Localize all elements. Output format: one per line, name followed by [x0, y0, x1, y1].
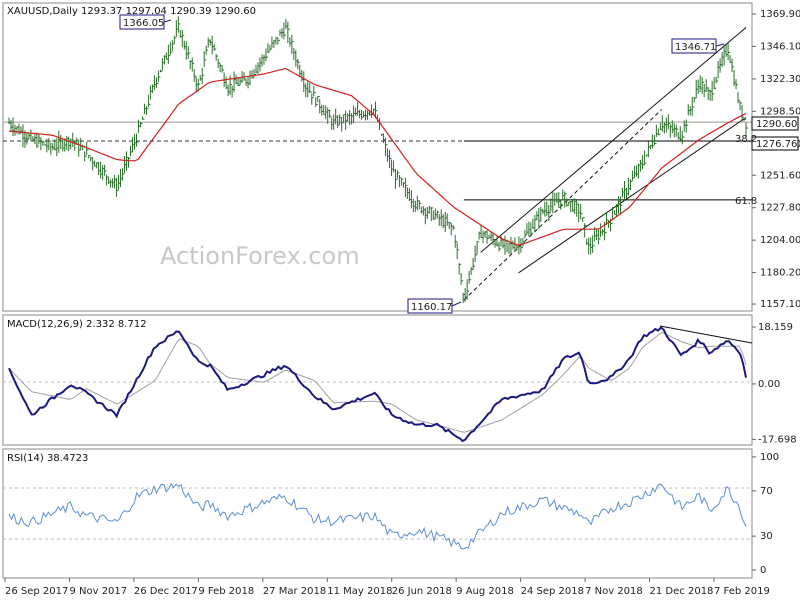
rsi-tick-label: 70 — [760, 486, 773, 497]
x-axis: 26 Sep 2017 9 Nov 2017 26 Dec 2017 9 Feb 20… — [3, 577, 770, 597]
watermark: ActionForex.com — [160, 242, 360, 270]
x-tick-label: 24 Sep 2018 — [521, 586, 584, 597]
channel-upper-line — [480, 27, 747, 253]
callout-high-2018-text: 1366.05 — [123, 18, 164, 29]
rsi-line — [8, 482, 747, 550]
x-tick-label: 26 Dec 2017 — [134, 586, 198, 597]
rsi-pane: RSI(14) 38.4723 100 70 30 0 — [2, 448, 779, 579]
callout-low-2018-text: 1160.17 — [411, 302, 452, 313]
callout-high-2019: 1346.71 — [671, 38, 725, 54]
fib-382-label: 38.2 — [735, 134, 757, 145]
macd-line — [8, 326, 747, 443]
x-tick-label: 27 Mar 2018 — [263, 586, 326, 597]
rsi-pane-title: RSI(14) 38.4723 — [7, 453, 88, 464]
macd-trendline — [659, 325, 753, 344]
macd-pane-title: MACD(12,26,9) 2.332 8.712 — [7, 319, 147, 330]
price-tick-label: 1346.10 — [760, 41, 800, 52]
price-tick-label: 1227.80 — [760, 203, 800, 214]
price-tick-label: 1322.30 — [760, 74, 800, 85]
macd-y-axis: 18.159 0.00 -17.698 — [752, 322, 797, 445]
price-pane: XAUUSD,Daily 1293.37 1297.04 1290.39 129… — [2, 2, 800, 314]
price-tick-label: 1298.50 — [760, 106, 800, 117]
channel-mid-line — [463, 108, 663, 301]
price-pane-frame — [2, 2, 753, 312]
x-tick-label: 9 Nov 2017 — [69, 586, 127, 597]
x-tick-label: 21 Dec 2018 — [650, 586, 714, 597]
rsi-series — [8, 482, 747, 550]
macd-signal-line — [8, 331, 747, 433]
macd-tick-label: -17.698 — [758, 434, 797, 445]
callout-low-2018: 1160.17 — [407, 298, 462, 314]
x-tick-label: 26 Sep 2017 — [5, 586, 68, 597]
macd-tick-label: 0.00 — [758, 379, 780, 390]
rsi-tick-label: 100 — [760, 452, 779, 463]
price-tick-label: 1180.20 — [760, 268, 800, 279]
current-price-tag: 1290.60 — [751, 116, 799, 131]
price-tick-label: 1369.90 — [760, 9, 800, 20]
level-price-tag: 1276.76 — [751, 136, 799, 151]
price-tick-label: 1157.10 — [760, 299, 800, 310]
price-tick-label: 1251.60 — [760, 170, 800, 181]
price-series — [8, 16, 748, 304]
rsi-tick-label: 0 — [760, 565, 766, 576]
current-price-text: 1290.60 — [756, 119, 797, 130]
callout-high-2018: 1366.05 — [119, 14, 172, 30]
channel-lower-line — [518, 117, 747, 274]
x-tick-label: 7 Nov 2018 — [585, 586, 643, 597]
macd-pane: MACD(12,26,9) 2.332 8.712 18.159 0.00 -17.… — [2, 314, 797, 446]
x-tick-label: 9 Aug 2018 — [456, 586, 514, 597]
x-tick-label: 7 Feb 2019 — [714, 586, 770, 597]
x-tick-label: 11 May 2018 — [327, 586, 392, 597]
trend-channel — [463, 27, 747, 301]
macd-tick-label: 18.159 — [758, 322, 793, 333]
rsi-y-axis: 100 70 30 0 — [752, 452, 779, 576]
rsi-tick-label: 30 — [760, 531, 773, 542]
macd-series — [8, 326, 747, 443]
sma-line — [8, 67, 747, 246]
level-lines — [3, 121, 752, 201]
rsi-pane-frame — [2, 448, 753, 579]
x-tick-label: 9 Feb 2018 — [198, 586, 254, 597]
sma-series — [8, 67, 747, 246]
fib-618-label: 61.8 — [735, 196, 757, 207]
price-pane-title: XAUUSD,Daily 1293.37 1297.04 1290.39 129… — [7, 6, 256, 17]
price-y-axis: 1369.901346.101322.301298.501274.701251.… — [752, 9, 800, 310]
macd-pane-frame — [2, 314, 753, 446]
macd-signal-series — [8, 331, 747, 433]
level-price-text: 1276.76 — [756, 139, 797, 150]
price-tick-label: 1204.00 — [760, 235, 800, 246]
callout-high-2019-text: 1346.71 — [675, 42, 716, 53]
x-tick-label: 26 Jun 2018 — [392, 586, 452, 597]
